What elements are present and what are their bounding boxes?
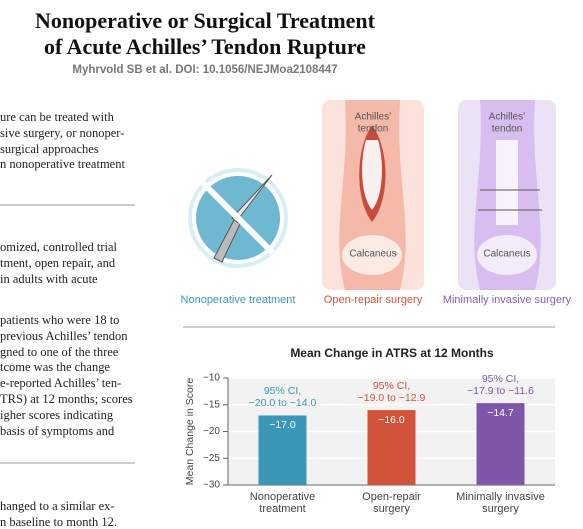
callout: Calcaneus: [349, 249, 396, 260]
ci-label: 95% CI,: [264, 385, 301, 397]
ci-label: −20.0 to −14.0: [249, 397, 317, 409]
ci-label: 95% CI,: [482, 373, 519, 385]
y-axis-label: Mean Change in Score: [184, 378, 196, 486]
y-tick-label: −25: [203, 453, 220, 464]
body-text: tcome was the change: [0, 360, 111, 375]
body-text: surgical approaches: [0, 141, 99, 156]
body-text: n nonoperative treatment: [0, 157, 125, 172]
subtitle: Myhrvold SB et al. DOI: 10.1056/NEJMoa21…: [72, 64, 338, 76]
value-label: −16.0: [378, 414, 405, 426]
callout: tendon: [358, 124, 389, 135]
bar: [476, 403, 525, 485]
illustration-label: Open-repair surgery: [324, 294, 423, 306]
body-text: hanged to a similar ex-: [0, 499, 115, 513]
body-text: basis of symptoms and: [0, 423, 115, 438]
title: of Acute Achilles’ Tendon Rupture: [44, 34, 366, 59]
x-tick-label: Open-repair surgery: [362, 491, 421, 515]
y-tick-label: −10: [203, 373, 220, 384]
body-text: igher scores indicating: [0, 407, 114, 422]
body-text: ure can be treated with: [0, 110, 114, 124]
body-text: TRS) at 12 months; scores: [0, 392, 133, 406]
title: Nonoperative or Surgical Treatment: [35, 8, 375, 33]
open-repair-icon: [322, 100, 424, 290]
illustration-label: Minimally invasive surgery: [443, 294, 572, 306]
body-text: patients who were 18 to: [0, 313, 120, 327]
callout: Calcaneus: [483, 249, 530, 260]
y-tick-label: −15: [203, 399, 220, 410]
ci-label: −17.9 to −11.6: [467, 385, 534, 397]
x-tick-label: Minimally invasive surgery: [456, 491, 545, 515]
body-text: in adults with acute: [0, 271, 98, 286]
nonoperative-icon: [188, 168, 288, 268]
body-text: omized, controlled trial: [0, 240, 117, 254]
y-tick-label: −20: [203, 426, 220, 437]
bar: [258, 415, 307, 485]
y-tick-label: −30: [203, 480, 220, 491]
body-text: tment, open repair, and: [0, 255, 116, 270]
ci-label: −19.0 to −12.9: [358, 392, 426, 404]
callout: Achilles’: [489, 112, 526, 123]
body-text: previous Achilles’ tendon: [0, 328, 128, 343]
body-text: e-reported Achilles’ ten-: [0, 376, 122, 391]
body-text: n baseline to month 12.: [0, 514, 117, 529]
illustration-label: Nonoperative treatment: [181, 294, 296, 306]
body-text: gned to one of the three: [0, 344, 119, 359]
value-label: −14.7: [487, 407, 514, 419]
callout: tendon: [492, 124, 523, 135]
ci-label: 95% CI,: [373, 380, 410, 392]
body-text: sive surgery, or nonoper-: [0, 125, 125, 140]
chart-title: Mean Change in ATRS at 12 Months: [290, 346, 494, 360]
value-label: −17.0: [269, 419, 296, 431]
callout: Achilles’: [355, 112, 392, 123]
bar: [367, 410, 416, 485]
x-tick-label: Nonoperative treatment: [249, 491, 316, 515]
minimally-invasive-icon: [458, 100, 556, 290]
